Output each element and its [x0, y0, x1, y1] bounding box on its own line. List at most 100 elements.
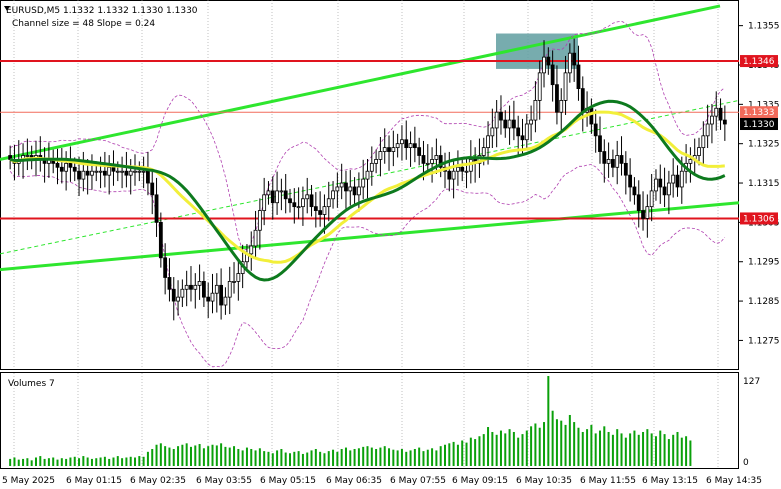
candle-body — [533, 100, 538, 121]
x-tick-label: 6 May 03:55 — [196, 476, 252, 486]
candle-body — [348, 186, 353, 192]
volume-bar — [439, 446, 442, 466]
candle-body — [430, 159, 434, 164]
candle-body — [8, 155, 13, 160]
volume-bar — [340, 448, 343, 466]
volume-bar — [603, 426, 606, 466]
candle-body — [141, 170, 146, 173]
candle-body — [511, 119, 516, 129]
candle-body — [408, 143, 413, 149]
volume-bar — [573, 422, 576, 466]
candle-body — [615, 155, 620, 168]
candle-body — [253, 229, 258, 247]
candle-body — [701, 135, 706, 149]
volume-bar — [689, 440, 692, 466]
main-plot-frame — [0, 0, 739, 370]
candle-body — [339, 182, 344, 188]
volume-bar — [495, 434, 498, 466]
volume-bar — [228, 447, 231, 466]
candle-body — [133, 170, 137, 173]
candle-body — [296, 206, 301, 209]
volume-bar — [598, 430, 601, 466]
candle-body — [275, 190, 279, 204]
volume-bar — [323, 453, 326, 466]
candle-body — [494, 111, 499, 129]
candle-body — [257, 210, 262, 231]
candle-body — [589, 107, 594, 125]
candle-body — [262, 194, 267, 211]
candle-body — [606, 159, 611, 164]
volume-bar — [461, 440, 464, 466]
candle-body — [705, 123, 710, 137]
volume-bar — [353, 448, 356, 466]
volume-bar — [198, 444, 201, 466]
volume-bar — [396, 450, 399, 466]
candle-body — [490, 127, 495, 137]
candle-body — [309, 194, 314, 208]
price-tags: 1.1346 1.1306 1.1333 1.1330 — [740, 55, 778, 225]
volume-bar — [254, 450, 257, 466]
volume-title: Volumes 7 — [8, 379, 55, 389]
candle-body — [468, 159, 473, 172]
candle-body — [555, 84, 559, 113]
volume-bar — [267, 451, 270, 466]
candle-body — [623, 162, 628, 176]
volume-bar — [521, 434, 524, 466]
candle-body — [516, 127, 521, 137]
candle-body — [219, 284, 224, 306]
candle-body — [68, 162, 73, 168]
candle-body — [374, 159, 379, 164]
volume-bar — [159, 443, 162, 466]
volume-bar — [202, 448, 205, 466]
ma-slow-line — [9, 99, 726, 282]
volume-bar — [301, 453, 304, 466]
chart-header-symbol: EURUSD,M5 1.1332 1.1332 1.1330 1.1330 — [6, 6, 198, 16]
y-tick-label: 1.1325 — [748, 140, 780, 150]
volume-bar — [642, 431, 645, 466]
volume-bar — [108, 458, 111, 466]
volume-bar — [525, 430, 528, 466]
volume-bar — [560, 420, 563, 466]
volume-bar — [215, 445, 218, 466]
volume-bar — [413, 448, 416, 466]
volume-bar — [465, 442, 468, 466]
candle-body — [365, 170, 370, 180]
candle-body — [628, 174, 633, 188]
candle-body — [688, 159, 693, 164]
candle-body — [167, 277, 172, 290]
volume-bar — [26, 458, 29, 466]
volume-bar — [422, 451, 425, 466]
volume-bar — [659, 430, 662, 466]
candle-body — [671, 174, 676, 184]
volume-bar — [172, 448, 175, 466]
candle-body — [59, 166, 64, 172]
volume-bar — [672, 434, 675, 466]
x-tick-label: 6 May 07:55 — [390, 476, 446, 486]
candle-body — [180, 288, 185, 298]
volume-bar — [551, 410, 554, 466]
volume-bar — [220, 443, 223, 466]
x-tick-label: 6 May 02:35 — [130, 476, 186, 486]
candle-body — [107, 166, 112, 176]
candle-body — [524, 123, 529, 141]
dropdown-triangle-icon[interactable] — [4, 6, 10, 11]
candle-body — [481, 147, 486, 156]
candle-body — [602, 151, 607, 164]
candle-body — [331, 190, 335, 200]
candle-body — [120, 170, 124, 173]
candle-body — [90, 170, 94, 176]
volume-bar — [581, 431, 584, 466]
candle-body — [171, 288, 176, 302]
candle-body — [619, 155, 624, 164]
volume-bar — [491, 431, 494, 466]
candle-body — [163, 257, 168, 278]
candle-body — [201, 281, 206, 298]
candle-body — [679, 170, 684, 188]
volume-bar — [512, 431, 515, 466]
volume-bar — [95, 458, 98, 466]
candle-body — [98, 170, 103, 173]
envelope-lower — [9, 164, 726, 368]
candle-body — [632, 186, 637, 196]
moving-averages — [9, 99, 726, 282]
candle-body — [184, 284, 189, 290]
